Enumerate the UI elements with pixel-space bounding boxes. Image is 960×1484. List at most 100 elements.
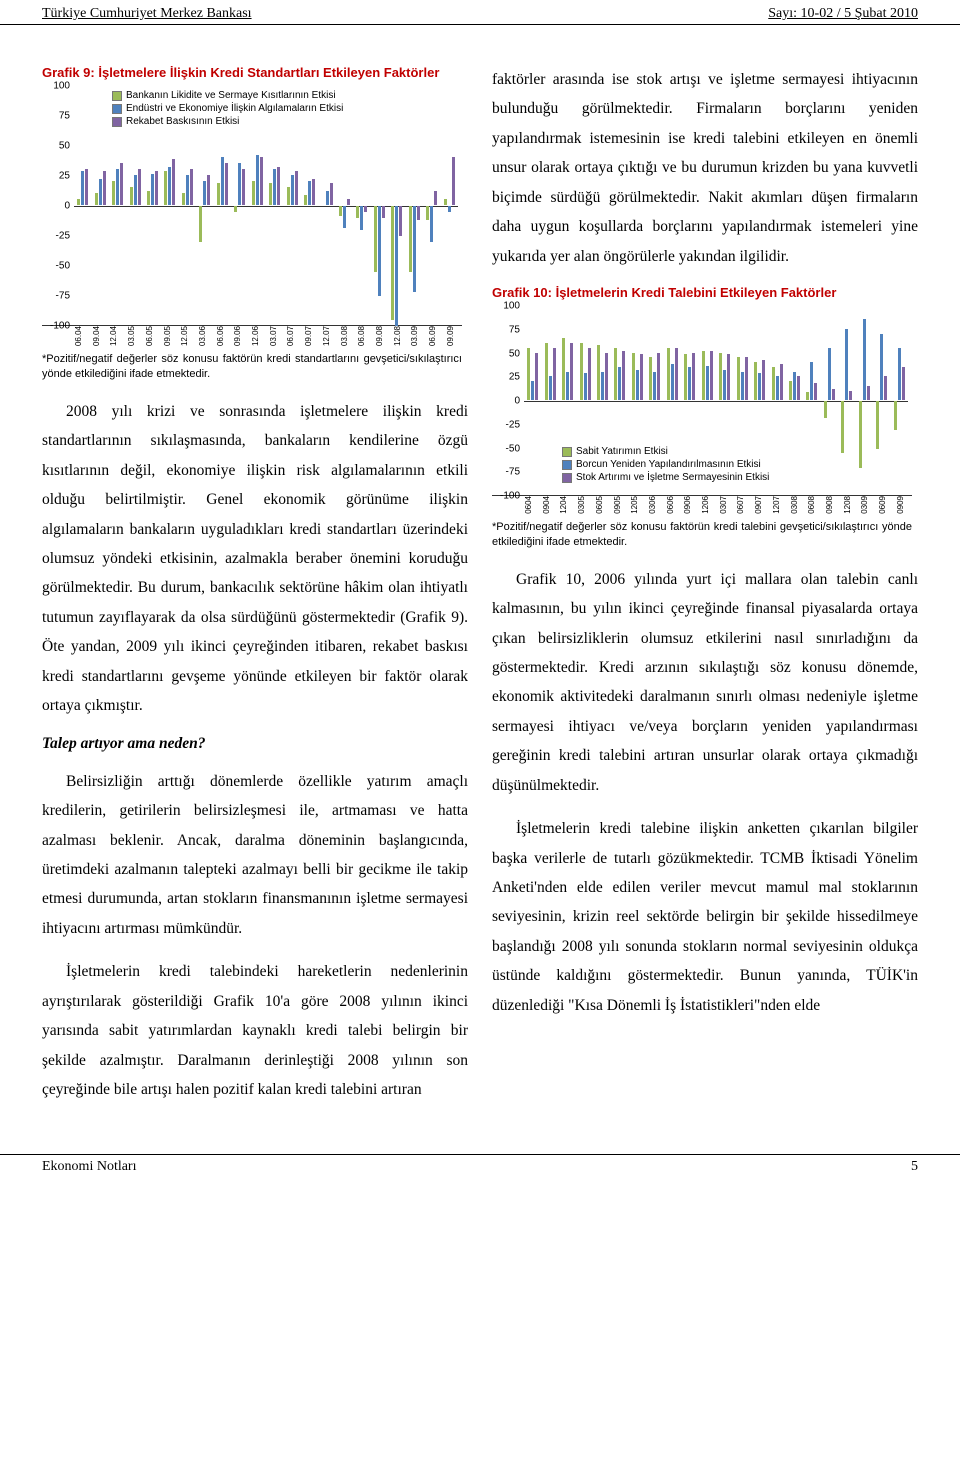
bar-group bbox=[336, 86, 353, 325]
bar bbox=[291, 86, 294, 325]
bar bbox=[409, 86, 412, 325]
bar bbox=[360, 86, 363, 325]
chart-xlabel: 1204 bbox=[559, 496, 571, 514]
bar bbox=[343, 86, 346, 325]
bar-group bbox=[856, 306, 873, 495]
bar bbox=[356, 86, 359, 325]
chart-ytick: -25 bbox=[42, 231, 70, 242]
chart-ytick: -50 bbox=[492, 443, 520, 454]
page-body: Grafik 9: İşletmelere İlişkin Kredi Stan… bbox=[0, 25, 960, 1104]
chart-ytick: -75 bbox=[492, 467, 520, 478]
chart-9-footnote: *Pozitif/negatif değerler söz konusu fak… bbox=[42, 352, 462, 383]
bar bbox=[841, 306, 844, 495]
bar-group bbox=[646, 306, 663, 495]
bar bbox=[867, 306, 870, 495]
bar-group bbox=[786, 306, 803, 495]
bar-group bbox=[681, 306, 698, 495]
chart-xlabel: 06.06 bbox=[216, 326, 228, 346]
bar bbox=[719, 306, 722, 495]
bar bbox=[190, 86, 193, 325]
bar-group bbox=[249, 86, 266, 325]
bar-group bbox=[664, 306, 681, 495]
bar-group bbox=[441, 86, 458, 325]
bar bbox=[225, 86, 228, 325]
bar bbox=[622, 306, 625, 495]
bar bbox=[391, 86, 394, 325]
chart-xlabel: 06.05 bbox=[145, 326, 157, 346]
chart-xlabel: 0609 bbox=[878, 496, 890, 514]
bar bbox=[688, 306, 691, 495]
bar bbox=[116, 86, 119, 325]
chart-ytick: 75 bbox=[42, 111, 70, 122]
bar bbox=[221, 86, 224, 325]
bar bbox=[671, 306, 674, 495]
bar bbox=[649, 306, 652, 495]
bar bbox=[584, 306, 587, 495]
running-header: Türkiye Cumhuriyet Merkez Bankası Sayı: … bbox=[0, 0, 960, 25]
chart-ytick: 0 bbox=[42, 201, 70, 212]
bar-group bbox=[821, 306, 838, 495]
chart-xlabel: 12.08 bbox=[393, 326, 405, 346]
bar bbox=[238, 86, 241, 325]
chart-ytick: 25 bbox=[42, 171, 70, 182]
bar bbox=[849, 306, 852, 495]
chart-xlabel: 0909 bbox=[896, 496, 908, 514]
chart-xlabel: 03.09 bbox=[410, 326, 422, 346]
bar bbox=[308, 86, 311, 325]
bar bbox=[614, 306, 617, 495]
bar bbox=[242, 86, 245, 325]
bar bbox=[99, 86, 102, 325]
bar bbox=[632, 306, 635, 495]
bar-group bbox=[751, 306, 768, 495]
chart-ytick: -50 bbox=[42, 261, 70, 272]
bar bbox=[527, 306, 530, 495]
bar bbox=[399, 86, 402, 325]
bar bbox=[330, 86, 333, 325]
bar bbox=[667, 306, 670, 495]
chart-xlabel: 09.06 bbox=[233, 326, 245, 346]
bar-group bbox=[231, 86, 248, 325]
body-paragraph: İşletmelerin kredi talebindeki hareketle… bbox=[42, 957, 468, 1104]
chart-xlabel: 0305 bbox=[577, 496, 589, 514]
bar-group bbox=[576, 306, 593, 495]
bar-group bbox=[611, 306, 628, 495]
bar bbox=[182, 86, 185, 325]
chart-xlabel: 0606 bbox=[666, 496, 678, 514]
chart-9-title: Grafik 9: İşletmelere İlişkin Kredi Stan… bbox=[42, 65, 462, 80]
bar bbox=[287, 86, 290, 325]
bar bbox=[130, 86, 133, 325]
bar bbox=[640, 306, 643, 495]
bar bbox=[702, 306, 705, 495]
chart-xlabel: 0309 bbox=[860, 496, 872, 514]
chart-ytick: 100 bbox=[492, 301, 520, 312]
bar bbox=[597, 306, 600, 495]
bar bbox=[684, 306, 687, 495]
bar bbox=[378, 86, 381, 325]
bar bbox=[151, 86, 154, 325]
chart-xlabel: 12.06 bbox=[251, 326, 263, 346]
bar bbox=[553, 306, 556, 495]
bar bbox=[876, 306, 879, 495]
bar bbox=[277, 86, 280, 325]
bar-group bbox=[91, 86, 108, 325]
chart-xlabel: 03.08 bbox=[340, 326, 352, 346]
bar bbox=[77, 86, 80, 325]
chart-10-xlabels: 0604090412040305060509051205030606060906… bbox=[492, 496, 912, 514]
body-paragraph: Grafik 10, 2006 yılında yurt içi mallara… bbox=[492, 565, 918, 801]
bar-group bbox=[214, 86, 231, 325]
chart-xlabel: 0908 bbox=[825, 496, 837, 514]
bar bbox=[269, 86, 272, 325]
bar bbox=[172, 86, 175, 325]
bar-group bbox=[699, 306, 716, 495]
chart-ytick: 75 bbox=[492, 324, 520, 335]
bar-group bbox=[74, 86, 91, 325]
bar bbox=[789, 306, 792, 495]
bar bbox=[347, 86, 350, 325]
bar bbox=[793, 306, 796, 495]
bar-group bbox=[803, 306, 820, 495]
chart-xlabel: 0306 bbox=[648, 496, 660, 514]
bar bbox=[772, 306, 775, 495]
bar-group bbox=[301, 86, 318, 325]
bar bbox=[364, 86, 367, 325]
chart-10-area: Sabit Yatırımın EtkisiBorcun Yeniden Yap… bbox=[492, 306, 912, 496]
